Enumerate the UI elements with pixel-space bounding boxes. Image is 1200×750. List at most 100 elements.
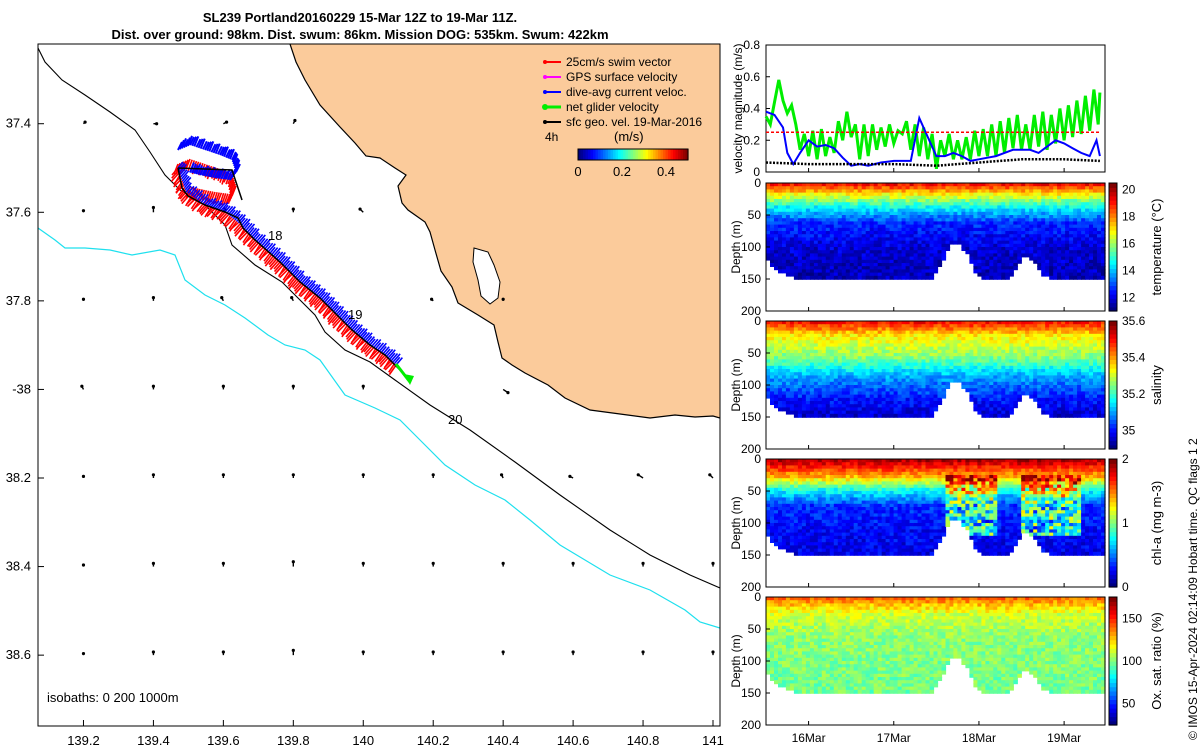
heatmap-cell [941, 224, 947, 229]
map-y-tick-label: 38.4 [6, 559, 31, 574]
heatmap-cell [1065, 250, 1070, 255]
heatmap-cell [1017, 327, 1022, 332]
heatmap-cell [845, 401, 851, 405]
heatmap-cell [845, 330, 851, 335]
heatmap-cell [993, 269, 998, 274]
heatmap-cell [989, 346, 994, 351]
heatmap-cell [1097, 183, 1102, 187]
heatmap-cell [997, 391, 1002, 396]
heatmap-cell [857, 253, 863, 258]
heatmap-cell [865, 259, 871, 264]
heatmap-cell [1057, 189, 1062, 194]
heatmap-cell [809, 333, 815, 338]
heatmap-cell [881, 349, 887, 354]
heatmap-cell [785, 263, 791, 267]
heatmap-cell [1065, 275, 1070, 280]
heatmap-cell [833, 327, 839, 332]
heatmap-cell [821, 362, 827, 367]
heatmap-cell [921, 349, 927, 354]
heatmap-cell [921, 391, 927, 396]
heatmap-cell [961, 227, 966, 232]
heatmap-cell [977, 218, 982, 223]
heatmap-cell [981, 362, 986, 367]
colorbar-segment [638, 149, 642, 160]
heatmap-cell [889, 362, 895, 367]
swim-vector [206, 207, 216, 218]
heatmap-cell [921, 327, 927, 332]
heatmap-cell [801, 243, 807, 248]
heatmap-cell [941, 391, 947, 396]
heatmap-cell [809, 346, 815, 351]
panel-colorbar-segment [1109, 183, 1117, 188]
heatmap-cell [997, 356, 1002, 361]
heatmap-cell [766, 221, 771, 226]
heatmap-cell [945, 365, 951, 370]
heatmap-cell [821, 365, 827, 370]
heatmap-cell [809, 410, 815, 415]
heatmap-cell [889, 327, 895, 332]
heatmap-cell [889, 218, 895, 223]
heatmap-cell [977, 192, 982, 197]
current-vector [181, 174, 188, 182]
heatmap-cell [797, 362, 803, 367]
heatmap-cell [849, 327, 855, 332]
heatmap-cell [893, 388, 899, 393]
current-vector [210, 200, 217, 208]
map-x-tick-label: 140.6 [557, 733, 590, 748]
heatmap-cell [1025, 231, 1030, 235]
heatmap-cell [1097, 263, 1102, 267]
swim-vector [254, 245, 263, 254]
heatmap-cell [785, 195, 791, 200]
legend-swatch-head [543, 60, 547, 64]
heatmap-cell [877, 321, 883, 325]
heatmap-cell [813, 362, 819, 367]
heatmap-cell [937, 205, 943, 210]
heatmap-cell [766, 321, 771, 325]
heatmap-cell [1045, 215, 1050, 219]
heatmap-cell [949, 218, 955, 223]
heatmap-cell [793, 407, 799, 412]
heatmap-cell [969, 346, 974, 351]
heatmap-cell [766, 381, 771, 386]
heatmap-cell [993, 256, 998, 261]
current-vector [197, 165, 203, 175]
heatmap-cell [997, 269, 1002, 274]
heatmap-cell [789, 343, 795, 348]
heatmap-cell [989, 391, 994, 396]
heatmap-cell [797, 247, 803, 251]
heatmap-cell [893, 378, 899, 383]
heatmap-cell [965, 340, 970, 345]
heatmap-cell [929, 349, 935, 354]
current-vector [337, 309, 344, 317]
geo-vector-head [151, 473, 156, 477]
heatmap-cell [817, 388, 823, 393]
heatmap-cell [897, 401, 903, 405]
heatmap-cell [941, 337, 947, 341]
heatmap-cell [925, 195, 931, 200]
current-vector [181, 137, 187, 149]
heatmap-cell [845, 324, 851, 329]
title-line-1: SL239 Portland20160229 15-Mar 12Z to 19-… [202, 10, 518, 25]
geo-vector-head [151, 296, 156, 300]
heatmap-cell [889, 333, 895, 338]
heatmap-cell [901, 231, 907, 235]
heatmap-cell [961, 343, 966, 348]
heatmap-cell [921, 247, 927, 251]
heatmap-cell [965, 337, 970, 341]
heatmap-cell [869, 221, 875, 226]
current-vector [287, 261, 296, 271]
heatmap-cell [1049, 266, 1054, 271]
heatmap-cell [901, 401, 907, 405]
heatmap-cell [901, 240, 907, 245]
swim-vector [360, 343, 369, 354]
heatmap-cell [833, 272, 839, 277]
heatmap-cell [829, 410, 835, 415]
heatmap-cell [1029, 195, 1034, 200]
heatmap-cell [969, 205, 974, 210]
geo-vector-head [430, 297, 434, 301]
heatmap-cell [897, 227, 903, 232]
heatmap-cell [1045, 211, 1050, 216]
heatmap-cell [881, 263, 887, 267]
heatmap-cell [929, 275, 935, 280]
